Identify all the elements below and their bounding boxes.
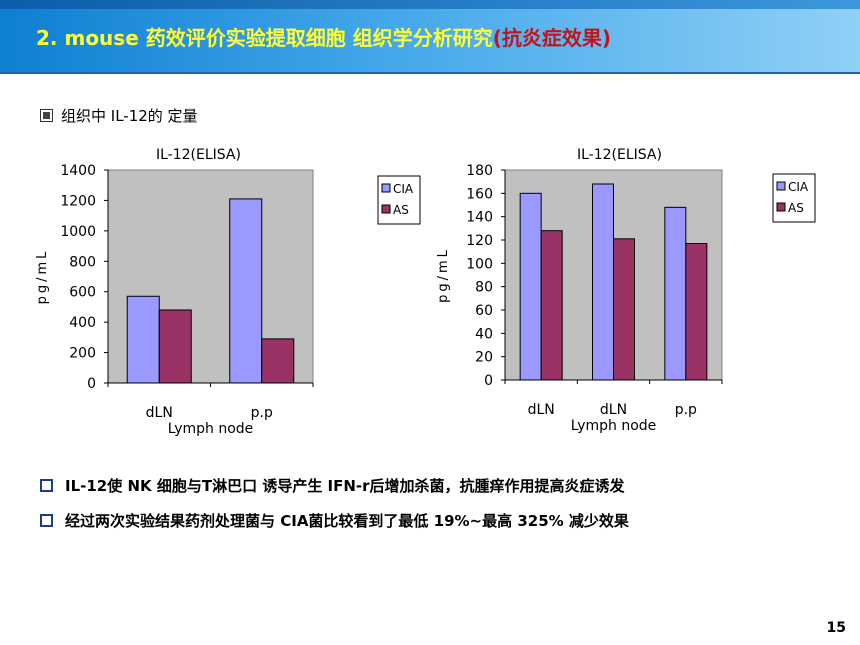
bar-as [158, 309, 192, 384]
bullet-item-1: IL-12使 NK 细胞与T淋巴口 诱导产生 IFN-r后增加杀菌，抗腫痒作用提… [40, 475, 625, 496]
chart-left: IL-12(ELISA) 0 200 400 600 800 1000 1200 1400 pg/… [35, 147, 421, 437]
y-tick-label: 200 [69, 346, 96, 362]
y-tick-label: 40 [475, 326, 493, 342]
y-tick-label: 180 [466, 163, 493, 179]
y-axis-label: pg/mL [436, 247, 451, 303]
y-tick-label: 1000 [60, 224, 96, 240]
chart-title: IL-12(ELISA) [156, 147, 241, 163]
y-tick-label: 100 [466, 256, 493, 272]
x-category-label: dLN [600, 402, 627, 418]
y-tick-label: 20 [475, 350, 493, 366]
legend-label: AS [393, 203, 409, 217]
bullet-text-1: IL-12使 NK 细胞与T淋巴口 诱导产生 IFN-r后增加杀菌，抗腫痒作用提… [65, 477, 625, 495]
bullet-text-2: 经过两次实验结果药剂处理菌与 CIA菌比较看到了最低 19%~最高 325% 减… [65, 512, 629, 530]
x-category-label: p.p [251, 405, 273, 421]
filled-square-icon [40, 109, 53, 122]
y-tick-label: 140 [466, 210, 493, 226]
y-tick-label: 120 [466, 233, 493, 249]
y-tick-label: 160 [466, 186, 493, 202]
x-axis-label: Lymph node [168, 421, 254, 437]
y-tick-label: 800 [69, 254, 96, 270]
x-category-label: p.p [675, 402, 697, 418]
bar-cia [592, 183, 614, 381]
legend-swatch [381, 204, 391, 214]
x-category-label: dLN [528, 402, 555, 418]
hollow-square-icon [40, 479, 53, 492]
chart-title: IL-12(ELISA) [577, 147, 662, 163]
page-number: 15 [826, 620, 846, 636]
hollow-square-icon [40, 514, 53, 527]
y-tick-label: 0 [87, 376, 96, 392]
section-heading-label: 组织中 IL-12的 定量 [61, 107, 198, 125]
slide-title-main: 2. mouse 药效评价实验提取细胞 组织学分析研究 [36, 26, 493, 50]
y-tick-label: 1400 [60, 163, 96, 179]
y-tick-label: 400 [69, 315, 96, 331]
bar-cia [519, 192, 542, 381]
y-tick-label: 1200 [60, 193, 96, 209]
legend-swatch [381, 183, 391, 193]
bar-as [613, 238, 635, 381]
slide-title: 2. mouse 药效评价实验提取细胞 组织学分析研究(抗炎症效果) [36, 22, 611, 51]
legend-swatch [776, 202, 786, 212]
bar-as [540, 230, 563, 381]
legend-label: CIA [393, 182, 414, 196]
y-tick-label: 0 [484, 373, 493, 389]
x-axis-label: Lymph node [571, 418, 657, 434]
x-category-label: dLN [146, 405, 173, 421]
y-axis-label: pg/mL [35, 249, 50, 305]
section-heading: 组织中 IL-12的 定量 [40, 105, 198, 126]
bar-cia [229, 198, 263, 384]
header-banner: 2. mouse 药效评价实验提取细胞 组织学分析研究(抗炎症效果) [0, 0, 860, 74]
header-top-band [0, 0, 860, 9]
legend-swatch [776, 181, 786, 191]
bar-cia [664, 206, 687, 381]
bar-as [685, 243, 708, 381]
y-tick-label: 600 [69, 285, 96, 301]
legend-label: CIA [788, 180, 809, 194]
y-tick-label: 80 [475, 280, 493, 296]
slide-title-paren: (抗炎症效果) [492, 26, 611, 50]
bar-as [261, 338, 295, 384]
chart-right: IL-12(ELISA) 0 20 40 60 80 100 120 140 160 180 pg/m… [436, 147, 816, 434]
legend-label: AS [788, 201, 804, 215]
bullet-item-2: 经过两次实验结果药剂处理菌与 CIA菌比较看到了最低 19%~最高 325% 减… [40, 510, 629, 531]
y-tick-label: 60 [475, 303, 493, 319]
bar-cia [126, 295, 160, 384]
